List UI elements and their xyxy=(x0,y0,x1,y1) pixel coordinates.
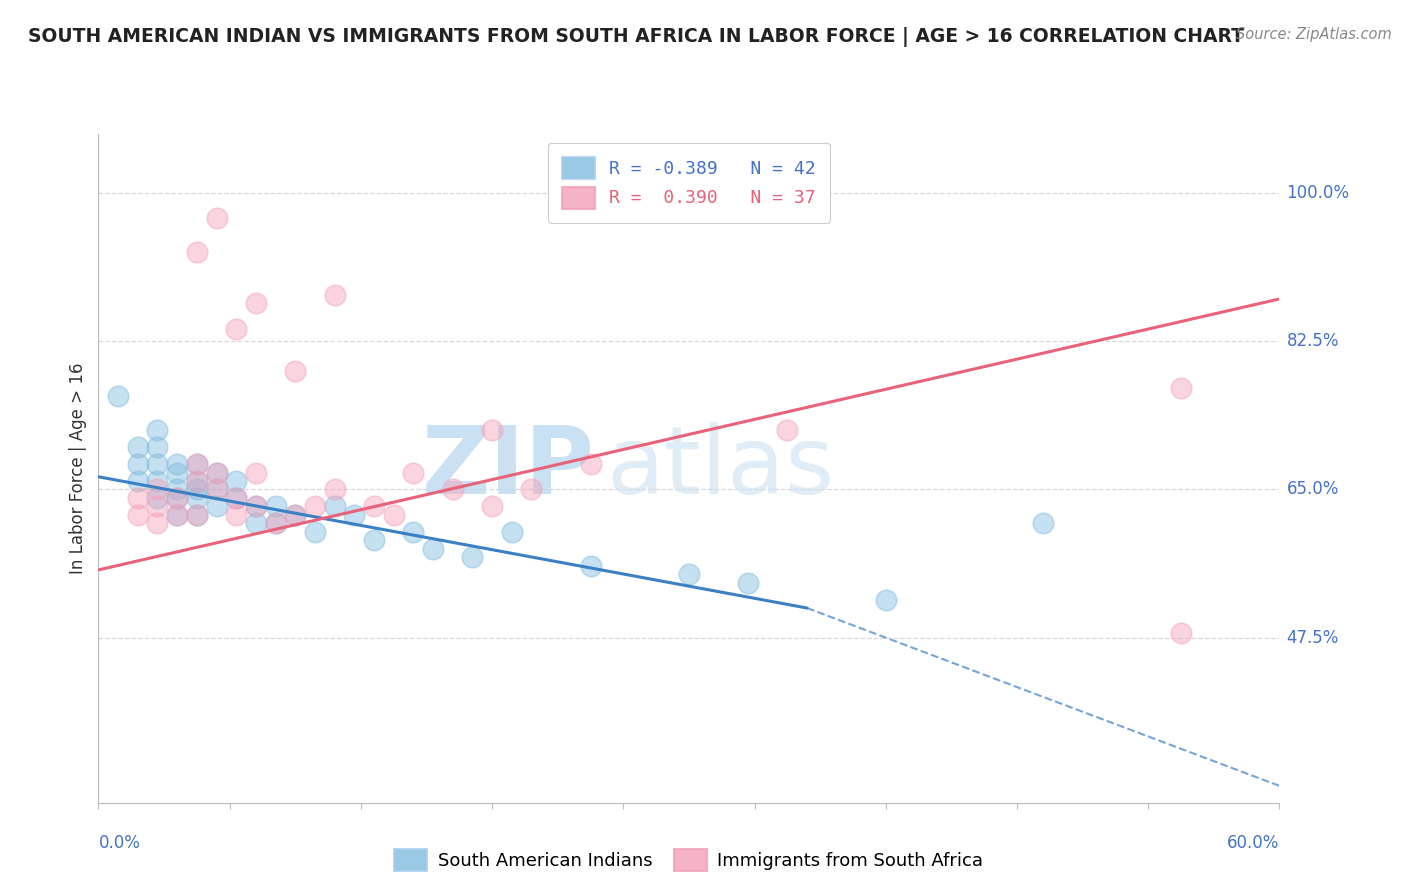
Point xyxy=(166,491,188,505)
Point xyxy=(186,474,208,488)
Point xyxy=(1170,626,1192,640)
Point xyxy=(264,516,287,531)
Point xyxy=(186,245,208,260)
Point xyxy=(146,440,169,454)
Point xyxy=(205,500,228,514)
Point xyxy=(186,457,208,471)
Point xyxy=(225,491,247,505)
Point xyxy=(579,457,602,471)
Y-axis label: In Labor Force | Age > 16: In Labor Force | Age > 16 xyxy=(69,362,87,574)
Point xyxy=(363,500,385,514)
Point xyxy=(146,483,169,497)
Point xyxy=(146,457,169,471)
Point xyxy=(146,516,169,531)
Point xyxy=(264,516,287,531)
Point xyxy=(225,508,247,522)
Point xyxy=(284,364,307,378)
Point xyxy=(461,550,484,565)
Point xyxy=(166,457,188,471)
Point xyxy=(205,483,228,497)
Text: ZIP: ZIP xyxy=(422,422,595,515)
Text: Source: ZipAtlas.com: Source: ZipAtlas.com xyxy=(1236,27,1392,42)
Legend: R = -0.389   N = 42, R =  0.390   N = 37: R = -0.389 N = 42, R = 0.390 N = 37 xyxy=(548,143,830,223)
Point xyxy=(205,466,228,480)
Point xyxy=(245,500,267,514)
Point xyxy=(245,516,267,531)
Point xyxy=(127,474,149,488)
Point xyxy=(737,575,759,590)
Point xyxy=(1032,516,1054,531)
Point xyxy=(205,466,228,480)
Legend: South American Indians, Immigrants from South Africa: South American Indians, Immigrants from … xyxy=(387,842,991,879)
Point xyxy=(205,483,228,497)
Point xyxy=(481,423,503,437)
Point xyxy=(127,457,149,471)
Text: 100.0%: 100.0% xyxy=(1286,184,1350,202)
Point xyxy=(323,287,346,301)
Point xyxy=(146,500,169,514)
Point xyxy=(481,500,503,514)
Text: SOUTH AMERICAN INDIAN VS IMMIGRANTS FROM SOUTH AFRICA IN LABOR FORCE | AGE > 16 : SOUTH AMERICAN INDIAN VS IMMIGRANTS FROM… xyxy=(28,27,1244,46)
Point xyxy=(1170,381,1192,395)
Point xyxy=(245,296,267,310)
Point xyxy=(402,524,425,539)
Point xyxy=(579,558,602,573)
Point xyxy=(245,466,267,480)
Point xyxy=(146,423,169,437)
Point xyxy=(186,483,208,497)
Point xyxy=(678,567,700,582)
Point xyxy=(363,533,385,548)
Text: 47.5%: 47.5% xyxy=(1286,629,1339,647)
Point xyxy=(304,524,326,539)
Point xyxy=(225,474,247,488)
Point xyxy=(264,500,287,514)
Point xyxy=(225,491,247,505)
Point xyxy=(186,491,208,505)
Point xyxy=(422,541,444,556)
Point xyxy=(107,389,129,403)
Point xyxy=(304,500,326,514)
Text: 0.0%: 0.0% xyxy=(98,834,141,852)
Point xyxy=(520,483,543,497)
Point xyxy=(166,483,188,497)
Point xyxy=(225,321,247,335)
Point xyxy=(146,491,169,505)
Point xyxy=(186,508,208,522)
Point xyxy=(186,508,208,522)
Point xyxy=(166,508,188,522)
Point xyxy=(323,483,346,497)
Point xyxy=(127,508,149,522)
Point xyxy=(245,500,267,514)
Text: 65.0%: 65.0% xyxy=(1286,481,1339,499)
Point xyxy=(166,508,188,522)
Point xyxy=(127,440,149,454)
Point xyxy=(441,483,464,497)
Point xyxy=(205,211,228,226)
Point xyxy=(127,491,149,505)
Point xyxy=(284,508,307,522)
Point xyxy=(284,508,307,522)
Point xyxy=(402,466,425,480)
Point xyxy=(501,524,523,539)
Point xyxy=(186,457,208,471)
Point xyxy=(323,500,346,514)
Point xyxy=(875,592,897,607)
Point xyxy=(186,474,208,488)
Point xyxy=(166,491,188,505)
Point xyxy=(343,508,366,522)
Point xyxy=(382,508,405,522)
Text: 82.5%: 82.5% xyxy=(1286,333,1339,351)
Text: atlas: atlas xyxy=(606,422,835,515)
Point xyxy=(776,423,799,437)
Text: 60.0%: 60.0% xyxy=(1227,834,1279,852)
Point xyxy=(166,466,188,480)
Point xyxy=(146,474,169,488)
